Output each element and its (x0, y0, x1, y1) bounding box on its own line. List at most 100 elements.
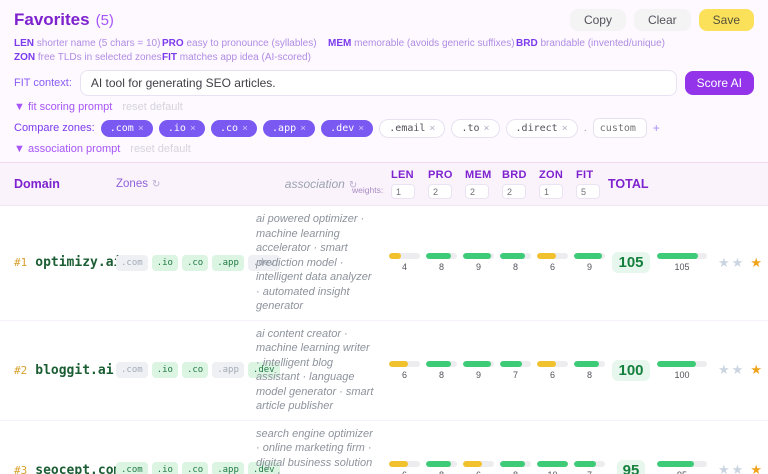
weight-input-len[interactable] (391, 184, 415, 199)
zone-available-tag: .io (151, 362, 178, 379)
zone-chip-unselected[interactable]: .direct × (505, 118, 578, 138)
domain-cell: #1 optimizy.ai (14, 255, 121, 270)
custom-zone-input[interactable] (592, 118, 647, 138)
fit-prompt-reset-link[interactable]: reset default (122, 101, 183, 113)
caret-down-icon: ▼ (14, 143, 25, 155)
zone-taken-tag: .com (116, 254, 148, 271)
zone-chip-selected[interactable]: .com × (100, 119, 153, 137)
domain-name: optimizy.ai (35, 255, 122, 271)
clear-button[interactable]: Clear (633, 9, 691, 31)
association-prompt-reset-link[interactable]: reset default (130, 143, 191, 155)
remove-zone-icon[interactable]: × (429, 122, 436, 134)
star-icon[interactable]: ★ (731, 462, 744, 474)
column-header-zon: ZON (534, 169, 571, 199)
zones-cell: .com .io .co .app .dev (116, 362, 280, 379)
weight-input-pro[interactable] (428, 184, 452, 199)
remove-zone-icon[interactable]: × (300, 122, 307, 134)
zone-available-tag: .com (116, 462, 148, 474)
legend-key: BRD (516, 38, 538, 49)
zone-chip-unselected[interactable]: .email × (379, 118, 446, 138)
association-refresh-icon[interactable]: ↻ (348, 180, 358, 191)
score-value: 9 (586, 262, 592, 273)
score-cell-len: 6 (386, 360, 423, 380)
score-value: 6 (476, 470, 481, 474)
fit-context-input[interactable] (79, 70, 677, 96)
zone-chip-selected[interactable]: .co × (210, 119, 258, 137)
score-bar-fill (537, 360, 556, 367)
remove-zone-icon[interactable]: × (242, 122, 249, 134)
total-bar-track (657, 360, 707, 367)
zone-chip-selected[interactable]: .app × (263, 119, 316, 137)
association-prompt-toggle[interactable]: ▼ association prompt (14, 143, 120, 155)
score-legend: LEN shorter name (5 chars = 10) PRO easy … (14, 37, 754, 64)
star-icon[interactable]: ★ (718, 362, 730, 378)
score-key-label: LEN (391, 169, 414, 181)
score-bar-track (389, 360, 420, 367)
save-button[interactable]: Save (698, 9, 754, 31)
weight-input-mem[interactable] (465, 184, 489, 199)
score-value: 8 (513, 470, 518, 474)
star-icon[interactable]: ★ (718, 254, 730, 270)
weight-input-zon[interactable] (539, 184, 563, 199)
score-cell-zon: 6 (534, 253, 571, 272)
domain-name: seocept.com (35, 462, 122, 474)
zone-chip-selected[interactable]: .io × (158, 119, 205, 137)
favorite-star-icon[interactable]: ★ (750, 362, 762, 378)
favorite-star-icon[interactable]: ★ (750, 254, 762, 270)
zone-chip-label: .direct (515, 122, 558, 134)
remove-zone-icon[interactable]: × (483, 122, 490, 134)
score-bar-track (537, 460, 568, 467)
remove-zone-icon[interactable]: × (189, 122, 196, 134)
zone-available-tag: .dev (247, 462, 280, 474)
score-cell-mem: 6 (460, 460, 497, 474)
zones-refresh-icon[interactable]: ↻ (151, 179, 161, 190)
zone-chip-label: .com (109, 122, 134, 134)
rank-badge: #3 (14, 463, 28, 474)
copy-button[interactable]: Copy (569, 9, 626, 31)
zone-taken-tag: .com (116, 362, 148, 379)
score-value: 8 (439, 470, 444, 474)
association-text: ai powered optimizer · machine learning … (256, 213, 372, 313)
table-row: #3 seocept.com .com .io .co .app .dev search en… (0, 419, 768, 474)
legend-desc: shorter name (5 chars = 10) (36, 38, 161, 49)
remove-zone-icon[interactable]: × (137, 122, 144, 134)
column-header-fit: FIT (571, 169, 608, 199)
score-bar-track (426, 460, 457, 467)
star-icon[interactable]: ★ (718, 462, 730, 474)
row-actions: ★★★× (710, 362, 768, 378)
score-bar-track (463, 253, 494, 260)
favorite-star-icon[interactable]: ★ (750, 462, 762, 474)
fit-context-label: FIT context: (14, 77, 72, 89)
score-ai-button[interactable]: Score AI (684, 71, 754, 95)
zone-available-tag: .app (212, 254, 244, 271)
star-icon[interactable]: ★ (731, 362, 744, 378)
zones-cell: .com .io .co .app .dev (116, 462, 280, 474)
legend-desc: memorable (avoids generic suffixes) (354, 38, 515, 49)
remove-zone-icon[interactable]: × (358, 122, 365, 134)
zone-chip-selected[interactable]: .dev × (321, 119, 374, 137)
weight-input-fit[interactable] (576, 184, 600, 199)
legend-item-fit: FIT matches app idea (AI-scored) (162, 51, 328, 64)
zone-chip-label: .email (389, 122, 426, 134)
add-zone-button[interactable]: + (652, 121, 660, 135)
fit-prompt-toggle[interactable]: ▼ fit scoring prompt (14, 101, 112, 113)
zones-cell: .com .io .co .app .dev (116, 254, 280, 271)
score-cell-brd: 8 (497, 460, 534, 474)
score-bar-fill (463, 460, 482, 467)
remove-zone-icon[interactable]: × (561, 122, 568, 134)
score-key-label: ZON (539, 169, 564, 181)
star-icon[interactable]: ★ (731, 254, 744, 270)
score-value: 6 (549, 369, 555, 380)
association-prompt-row: ▼ association prompt reset default (14, 143, 754, 155)
legend-item-zon: ZON free TLDs in selected zones (14, 51, 162, 64)
column-header-total: TOTAL (608, 177, 649, 191)
score-bar-fill (463, 360, 491, 367)
zone-chip-unselected[interactable]: .to × (451, 118, 500, 138)
zone-chip-label: .app (272, 122, 297, 134)
score-value: 9 (475, 369, 481, 380)
weight-input-brd[interactable] (502, 184, 526, 199)
total-score-badge: 105 (612, 252, 650, 274)
column-header-pro: PRO (423, 169, 460, 199)
filters-panel: Favorites (5) Copy Clear Save LEN shorte… (0, 0, 768, 163)
total-bar-track (657, 253, 707, 260)
